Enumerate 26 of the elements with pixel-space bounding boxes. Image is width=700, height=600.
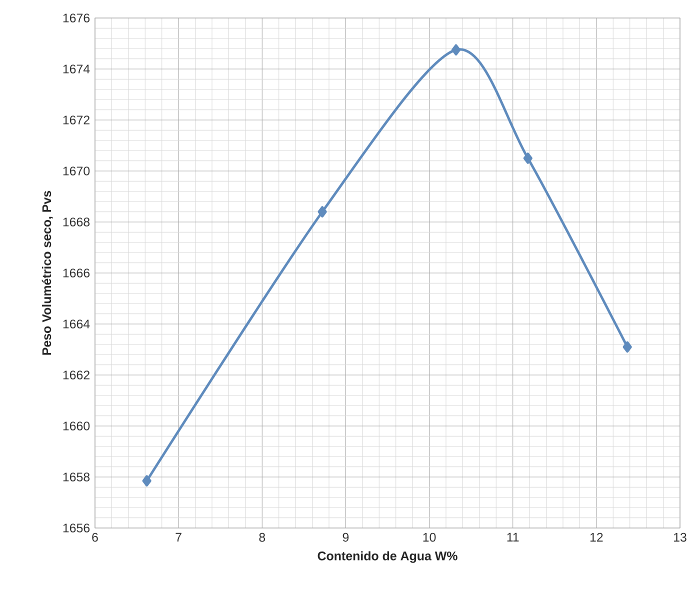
x-tick-label: 6 (92, 532, 98, 542)
x-tick-label: 9 (342, 532, 349, 542)
y-axis-title: Peso Volumétrico seco, Pvs (42, 190, 53, 355)
x-tick-label: 7 (176, 532, 182, 542)
x-tick-label: 11 (507, 532, 519, 542)
point (451, 44, 461, 56)
y-tick-label: 1662 (63, 370, 90, 380)
point (622, 341, 632, 353)
y-tick-label: 1664 (63, 320, 90, 328)
y-tick-label: 1668 (63, 218, 90, 226)
x-tick-label: 10 (423, 532, 436, 542)
x-axis-title: Contenido de Agua W% (318, 551, 458, 563)
x-tick-label: 13 (674, 532, 686, 542)
point (142, 475, 152, 486)
y-tick-label: 1672 (63, 116, 90, 124)
y-tick-label: 1658 (63, 472, 90, 482)
y-tick-label: 1656 (63, 524, 90, 532)
x-tick-label: 8 (259, 532, 266, 542)
x-tick-label: 12 (590, 532, 603, 542)
y-tick-label: 1670 (63, 166, 90, 176)
point (318, 206, 327, 218)
y-tick-label: 1660 (63, 422, 90, 430)
point (523, 152, 532, 164)
y-tick-label: 1674 (63, 64, 90, 74)
y-tick-label: 1676 (63, 14, 90, 22)
y-tick-label: 1666 (63, 268, 90, 278)
